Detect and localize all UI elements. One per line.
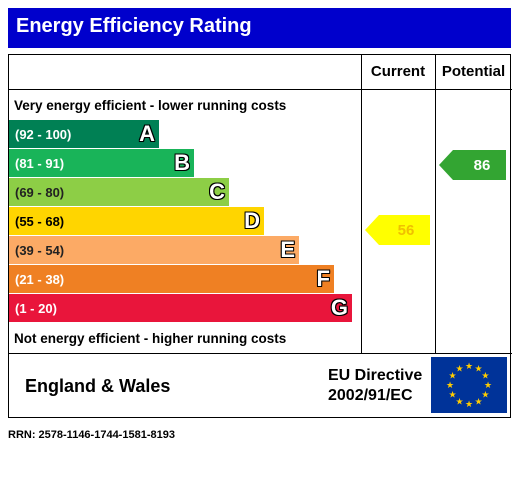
star-icon: ★ [484,380,492,390]
directive-line-1: EU Directive [328,367,423,384]
band-letter: C [209,179,225,204]
band-range: (21 - 38) [15,272,65,287]
star-icon: ★ [455,396,463,406]
efficient-caption: Very energy efficient - lower running co… [14,98,287,113]
band-range: (92 - 100) [15,127,72,142]
divider [9,353,512,354]
band-range: (69 - 80) [15,185,65,200]
rating-band-f: (21 - 38) F [9,265,334,293]
star-icon: ★ [481,371,489,381]
potential-column-header: Potential [441,63,506,80]
band-letter: D [244,208,260,233]
star-icon: ★ [481,390,489,400]
rating-band-e: (39 - 54) E [9,236,299,264]
region-label: England & Wales [25,376,171,396]
current-column-header: Current [370,63,426,80]
current-rating-value: 56 [397,222,415,239]
eu-directive: EU Directive 2002/91/EC [328,366,422,406]
page-title: Energy Efficiency Rating [8,8,511,48]
potential-rating-value: 86 [473,157,491,174]
rating-table: Current Potential Very energy efficient … [8,54,512,418]
divider [361,55,362,353]
star-icon: ★ [446,380,454,390]
potential-rating-arrow: 86 [439,150,506,180]
star-icon: ★ [465,399,473,409]
band-letter: B [174,150,190,175]
rating-band-a: (92 - 100) A [9,120,159,148]
star-icon: ★ [474,396,482,406]
star-icon: ★ [465,361,473,371]
rrn-reference: RRN: 2578-1146-1744-1581-8193 [8,429,175,441]
band-range: (39 - 54) [15,243,65,258]
band-range: (81 - 91) [15,156,65,171]
potential-arrow-shape [439,150,506,180]
divider [9,89,512,90]
star-icon: ★ [474,364,482,374]
directive-line-2: 2002/91/EC [328,387,413,404]
star-icon: ★ [449,390,457,400]
rating-band-c: (69 - 80) C [9,178,229,206]
band-range: (1 - 20) [15,301,57,316]
rating-band-g: (1 - 20) G [9,294,352,322]
divider [435,55,436,353]
rating-band-b: (81 - 91) B [9,149,194,177]
band-letter: E [280,237,295,262]
inefficient-caption: Not energy efficient - higher running co… [14,331,287,346]
rating-band-d: (55 - 68) D [9,207,264,235]
star-icon: ★ [455,364,463,374]
current-rating-arrow: 56 [365,215,430,245]
band-letter: G [330,295,348,320]
band-range: (55 - 68) [15,214,65,229]
current-arrow-shape [365,215,430,245]
band-letter: F [316,266,330,291]
band-letter: A [139,121,155,146]
star-icon: ★ [449,371,457,381]
eu-flag-icon: ★ ★ ★ ★ ★ ★ ★ ★ ★ ★ ★ ★ [431,357,507,413]
